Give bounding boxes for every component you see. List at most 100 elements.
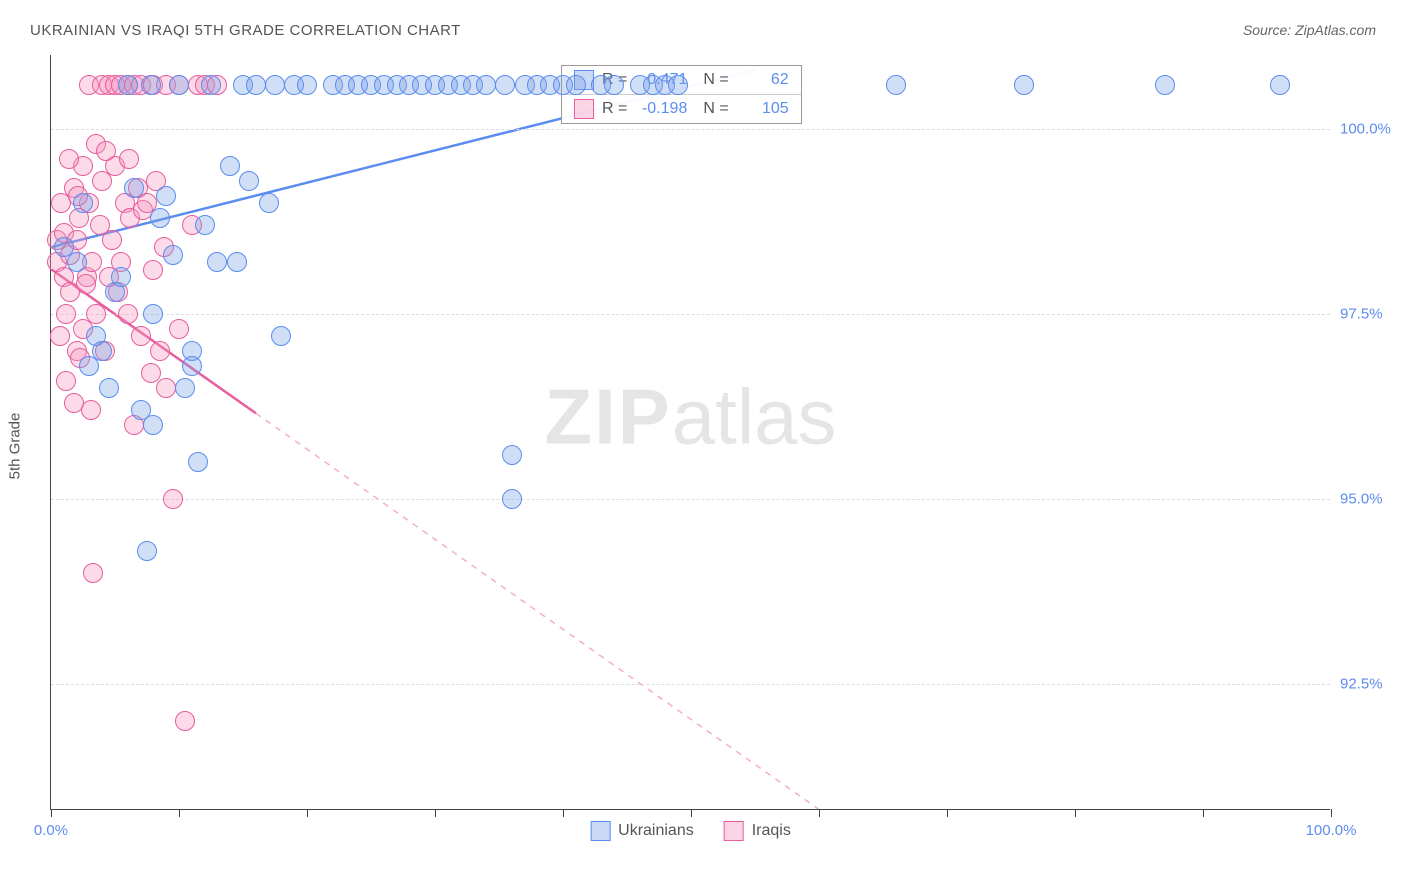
- scatter-point: [182, 356, 202, 376]
- scatter-point: [137, 541, 157, 561]
- scatter-point: [150, 208, 170, 228]
- x-tick: [563, 809, 564, 817]
- scatter-point: [886, 75, 906, 95]
- x-tick: [1075, 809, 1076, 817]
- scatter-point: [102, 230, 122, 250]
- x-tick: [51, 809, 52, 817]
- n-value: 105: [737, 100, 789, 118]
- y-tick-label: 95.0%: [1340, 491, 1406, 508]
- series-legend: Ukrainians Iraqis: [590, 821, 791, 841]
- scatter-point: [271, 326, 291, 346]
- r-label: R =: [602, 100, 627, 118]
- scatter-point: [604, 75, 624, 95]
- scatter-point: [1270, 75, 1290, 95]
- r-value: -0.198: [635, 100, 687, 118]
- x-tick: [435, 809, 436, 817]
- source-label: Source: ZipAtlas.com: [1243, 22, 1376, 38]
- scatter-point: [163, 489, 183, 509]
- scatter-point: [239, 171, 259, 191]
- scatter-point: [195, 215, 215, 235]
- scatter-point: [259, 193, 279, 213]
- scatter-point: [1014, 75, 1034, 95]
- x-tick: [1203, 809, 1204, 817]
- scatter-point: [188, 452, 208, 472]
- scatter-point: [150, 341, 170, 361]
- n-label: N =: [703, 100, 728, 118]
- scatter-point: [246, 75, 266, 95]
- scatter-point: [76, 274, 96, 294]
- x-tick-label: 0.0%: [34, 822, 68, 839]
- scatter-chart: ZIPatlas R = 0.471 N = 62 R = -0.198 N =…: [50, 55, 1330, 810]
- gridline: [51, 499, 1330, 500]
- stats-row-iraqis: R = -0.198 N = 105: [562, 94, 801, 123]
- scatter-point: [265, 75, 285, 95]
- x-tick: [179, 809, 180, 817]
- y-tick-label: 97.5%: [1340, 306, 1406, 323]
- scatter-point: [141, 75, 161, 95]
- scatter-point: [143, 260, 163, 280]
- scatter-point: [156, 186, 176, 206]
- watermark-text: ZIPatlas: [544, 371, 836, 462]
- scatter-point: [169, 319, 189, 339]
- scatter-point: [81, 400, 101, 420]
- n-label: N =: [703, 71, 728, 89]
- scatter-point: [50, 326, 70, 346]
- scatter-point: [227, 252, 247, 272]
- swatch-icon: [590, 821, 610, 841]
- legend-label: Iraqis: [752, 822, 791, 840]
- legend-item-ukrainians: Ukrainians: [590, 821, 694, 841]
- scatter-point: [86, 304, 106, 324]
- scatter-point: [156, 378, 176, 398]
- x-tick: [1331, 809, 1332, 817]
- scatter-point: [92, 341, 112, 361]
- scatter-point: [175, 378, 195, 398]
- scatter-point: [1155, 75, 1175, 95]
- scatter-point: [119, 149, 139, 169]
- scatter-point: [124, 178, 144, 198]
- regression-lines: [51, 55, 1330, 809]
- legend-item-iraqis: Iraqis: [724, 821, 791, 841]
- y-axis-label: 5th Grade: [7, 413, 24, 480]
- x-tick: [947, 809, 948, 817]
- scatter-point: [73, 193, 93, 213]
- y-tick-label: 100.0%: [1340, 121, 1406, 138]
- scatter-point: [111, 267, 131, 287]
- scatter-point: [141, 363, 161, 383]
- gridline: [51, 314, 1330, 315]
- scatter-point: [297, 75, 317, 95]
- scatter-point: [207, 252, 227, 272]
- scatter-point: [502, 489, 522, 509]
- n-value: 62: [737, 71, 789, 89]
- scatter-point: [59, 149, 79, 169]
- stats-legend: R = 0.471 N = 62 R = -0.198 N = 105: [561, 65, 802, 124]
- swatch-icon: [574, 99, 594, 119]
- scatter-point: [67, 252, 87, 272]
- scatter-point: [220, 156, 240, 176]
- scatter-point: [566, 75, 586, 95]
- scatter-point: [96, 141, 116, 161]
- y-tick-label: 92.5%: [1340, 676, 1406, 693]
- scatter-point: [99, 378, 119, 398]
- x-tick: [691, 809, 692, 817]
- swatch-icon: [724, 821, 744, 841]
- chart-title: UKRAINIAN VS IRAQI 5TH GRADE CORRELATION…: [30, 22, 461, 39]
- scatter-point: [56, 371, 76, 391]
- x-tick: [819, 809, 820, 817]
- scatter-point: [163, 245, 183, 265]
- x-tick-label: 100.0%: [1306, 822, 1357, 839]
- scatter-point: [118, 75, 138, 95]
- scatter-point: [476, 75, 496, 95]
- scatter-point: [169, 75, 189, 95]
- scatter-point: [502, 445, 522, 465]
- x-tick: [307, 809, 308, 817]
- scatter-point: [175, 711, 195, 731]
- legend-label: Ukrainians: [618, 822, 694, 840]
- gridline: [51, 129, 1330, 130]
- scatter-point: [143, 415, 163, 435]
- scatter-point: [118, 304, 138, 324]
- scatter-point: [56, 304, 76, 324]
- scatter-point: [83, 563, 103, 583]
- scatter-point: [201, 75, 221, 95]
- scatter-point: [131, 326, 151, 346]
- gridline: [51, 684, 1330, 685]
